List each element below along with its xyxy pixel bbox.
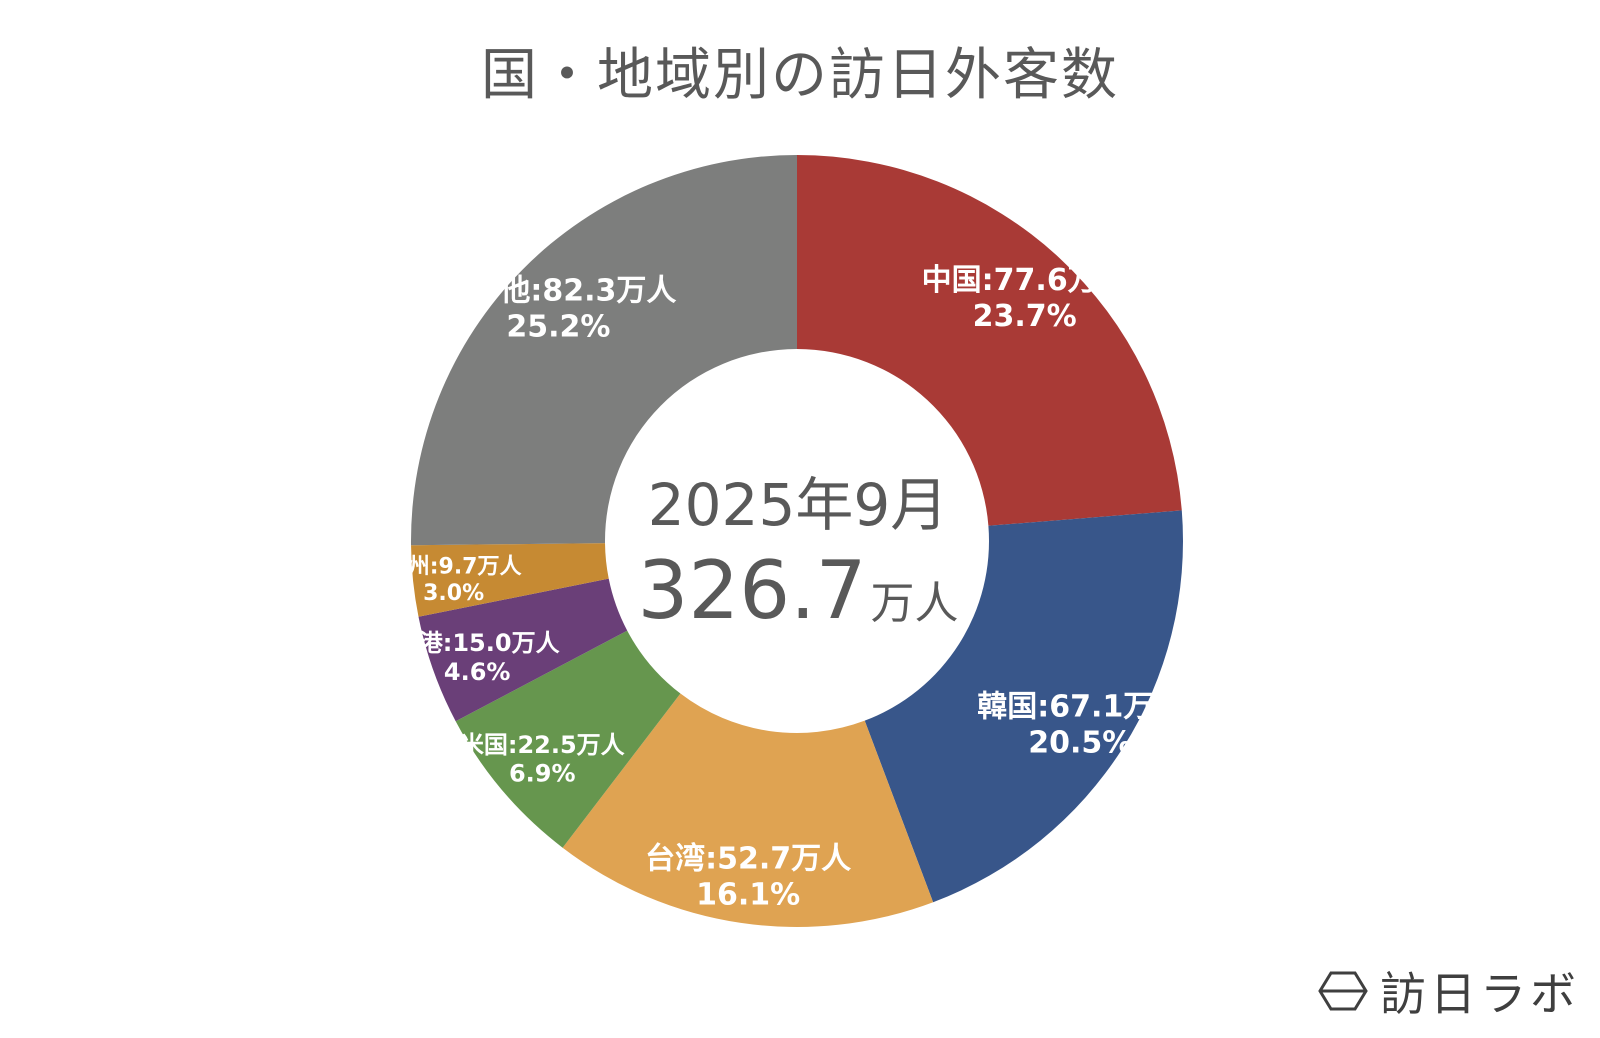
- brand-logo: 訪日ラボ: [1318, 958, 1580, 1024]
- slice-name-value: 台湾:52.7万人: [645, 841, 851, 876]
- slice-name-value: 豪州:9.7万人: [386, 554, 522, 580]
- hexagon-logo-icon: [1318, 971, 1368, 1011]
- center-total-unit: 万人: [871, 578, 959, 629]
- slice-4: [455, 630, 681, 848]
- slice-name-value: 韓国:67.1万人: [977, 689, 1183, 724]
- labels-group: 中国:77.6万人 23.7% 韓国:67.1万人 20.5% 台湾:52.7万人 16.…: [386, 263, 1184, 912]
- slice-percent: 20.5%: [1028, 725, 1132, 760]
- slice-percent: 25.2%: [506, 310, 610, 345]
- slice-name-value: 中国:77.6万人: [922, 263, 1128, 298]
- center-total: 326.7万人: [637, 544, 958, 637]
- slice-name-value: その他:82.3万人: [440, 274, 676, 309]
- slice-label-2: 韓国:67.1万人 20.5%: [977, 689, 1183, 760]
- slice-label-4: 米国:22.5万人 6.9%: [460, 731, 625, 788]
- slices-group: [411, 155, 1184, 928]
- center-period: 2025年9月: [648, 471, 949, 539]
- slice-7: [411, 155, 797, 546]
- center-total-value: 326.7: [637, 544, 866, 637]
- slice-percent: 6.9%: [509, 760, 576, 788]
- slice-3: [562, 693, 934, 928]
- slice-1: [797, 155, 1182, 526]
- slice-6: [411, 543, 609, 617]
- slice-label-6: 豪州:9.7万人 3.0%: [386, 554, 522, 606]
- slice-percent: 3.0%: [423, 581, 484, 606]
- slice-name-value: 香港:15.0万人: [395, 629, 560, 657]
- slice-percent: 23.7%: [973, 299, 1077, 334]
- slice-label-7: その他:82.3万人 25.2%: [440, 274, 676, 345]
- slice-percent: 16.1%: [696, 877, 800, 912]
- slice-2: [864, 510, 1184, 903]
- chart-title: 国・地域別の訪日外客数: [481, 43, 1119, 108]
- slice-label-3: 台湾:52.7万人 16.1%: [645, 841, 851, 912]
- slice-label-5: 香港:15.0万人 4.6%: [395, 629, 560, 686]
- slice-name-value: 米国:22.5万人: [460, 731, 625, 759]
- brand-name: 訪日ラボ: [1380, 967, 1580, 1021]
- slice-5: [418, 578, 628, 722]
- center-group: 2025年9月 326.7万人: [637, 471, 958, 637]
- slice-percent: 4.6%: [444, 658, 511, 686]
- slice-label-1: 中国:77.6万人 23.7%: [922, 263, 1128, 334]
